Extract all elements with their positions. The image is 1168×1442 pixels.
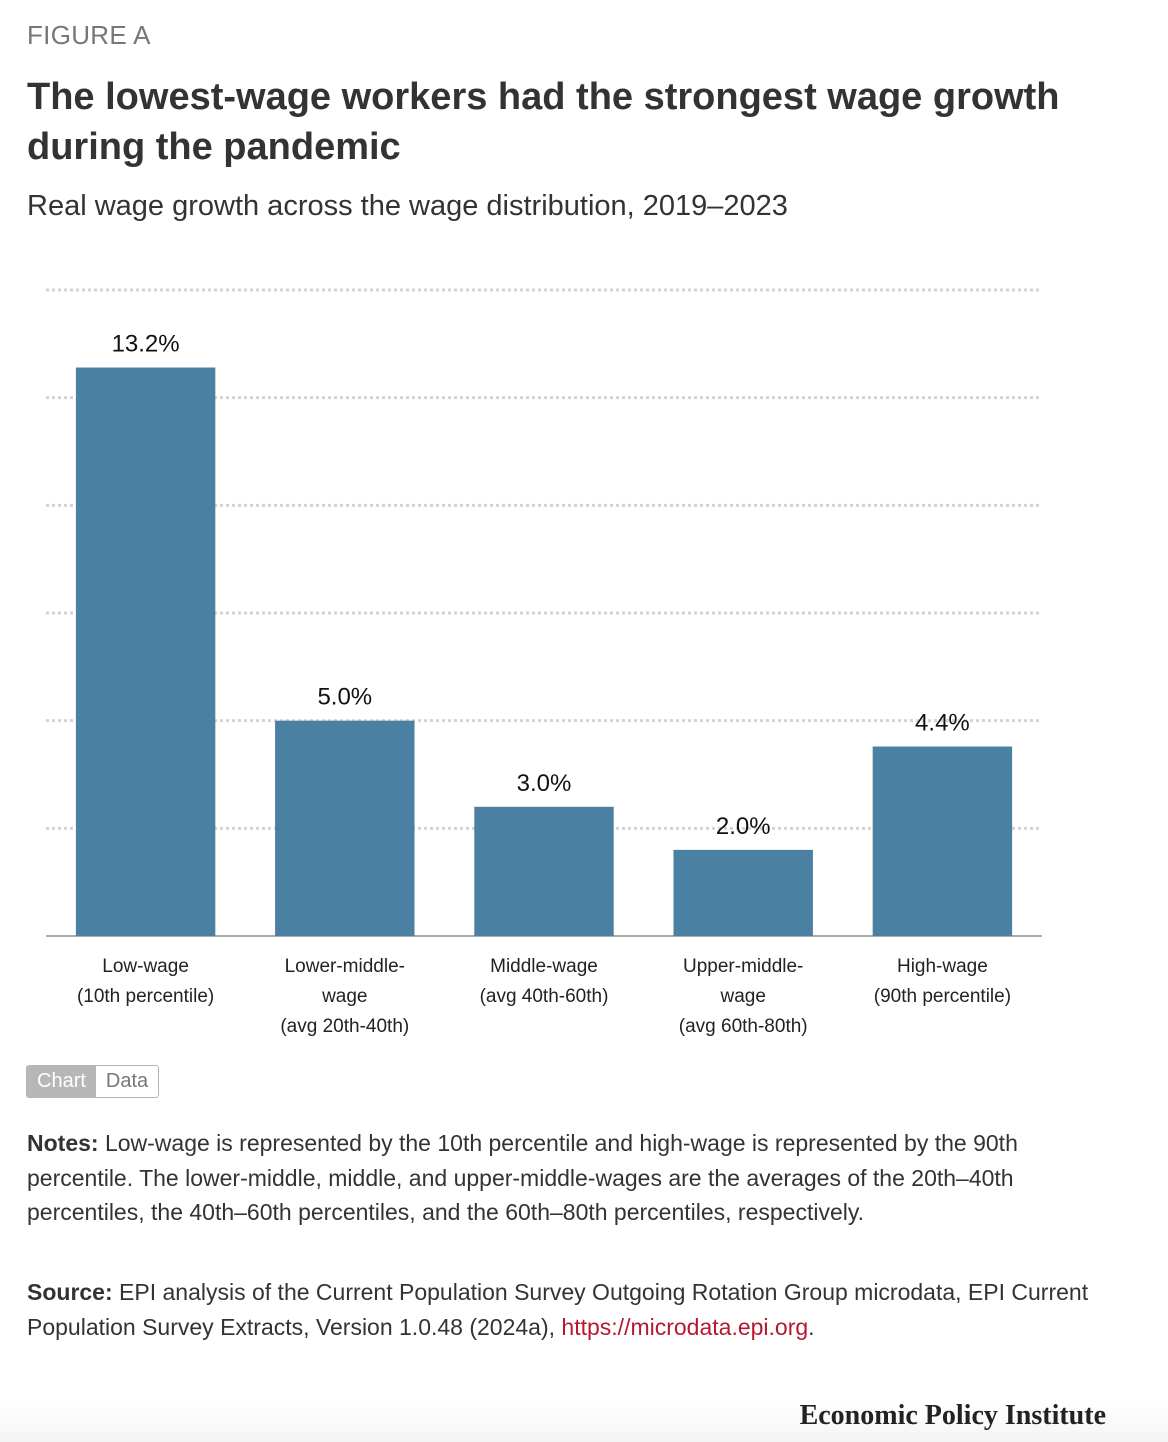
bar [872, 746, 1013, 936]
x-tick-label: Lower-middle- [285, 956, 405, 977]
notes: Notes: Low-wage is represented by the 10… [27, 1126, 1097, 1230]
brand-logo: Economic Policy Institute [799, 1400, 1106, 1431]
bar [75, 367, 216, 936]
bars [75, 367, 1013, 936]
bar-chart: 13.2% 5.0% 3.0% 2.0% 4.4% Low-wage (10th perc… [46, 288, 1042, 1037]
bar [474, 806, 614, 936]
data-label: 2.0% [716, 813, 771, 840]
value-labels: 13.2% 5.0% 3.0% 2.0% 4.4% [112, 331, 970, 840]
category-labels: Low-wage (10th percentile) Lower-middle-wa… [77, 956, 1011, 1037]
chart-tab[interactable]: Chart [27, 1066, 96, 1097]
data-label: 3.0% [517, 770, 572, 797]
source-link[interactable]: https://microdata.epi.org [561, 1313, 809, 1340]
x-tick-label: (10th percentile) [77, 986, 214, 1007]
source: Source: EPI analysis of the Current Popu… [27, 1275, 1097, 1344]
data-label: 13.2% [112, 331, 180, 358]
x-tick-label: (avg 40th-60th) [480, 986, 609, 1007]
source-label: Source: [27, 1279, 113, 1305]
figure-label: FIGURE A [27, 20, 151, 50]
x-tick-label: High-wage [897, 956, 988, 977]
data-tab[interactable]: Data [95, 1066, 159, 1097]
x-tick-label: Upper-middle- [683, 956, 803, 977]
chart-subtitle: Real wage growth across the wage distrib… [27, 190, 788, 222]
chart-data-toggle: Chart Data [26, 1065, 160, 1098]
notes-text: Low-wage is represented by the 10th perc… [27, 1130, 1018, 1225]
x-tick-label: wage [321, 986, 367, 1007]
x-tick-label: Low-wage [102, 956, 189, 977]
x-tick-label: Middle-wage [490, 956, 598, 977]
x-tick-label: wage [719, 986, 765, 1007]
footer-shade [0, 1402, 1168, 1442]
source-trailing: . [808, 1313, 815, 1340]
notes-label: Notes: [27, 1130, 99, 1156]
bar [673, 849, 813, 936]
x-tick-label: (90th percentile) [874, 986, 1011, 1007]
chart-title: The lowest-wage workers had the stronges… [27, 76, 1060, 168]
data-label: 5.0% [317, 684, 372, 711]
x-tick-label: (avg 20th-40th) [280, 1016, 409, 1037]
data-label: 4.4% [915, 710, 970, 737]
source-text: EPI analysis of the Current Population S… [27, 1279, 1089, 1340]
bar [275, 720, 415, 936]
x-tick-label: (avg 60th-80th) [679, 1016, 808, 1037]
